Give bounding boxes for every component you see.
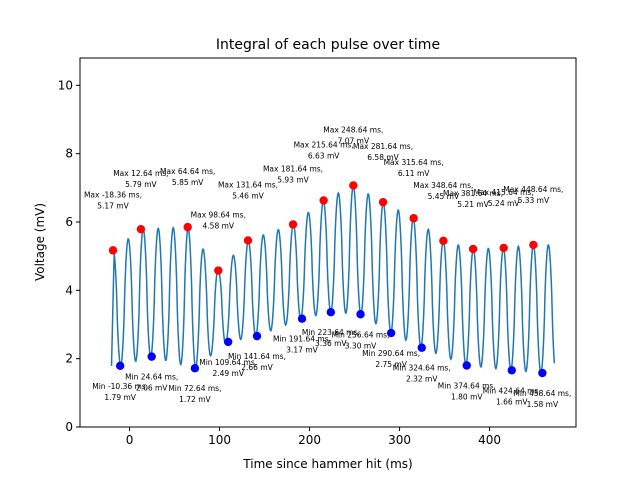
max-markers xyxy=(108,181,538,275)
y-tick-label: 0 xyxy=(65,420,73,434)
max-annotation: Max 348.64 ms, 5.45 mV xyxy=(413,181,473,201)
max-point xyxy=(319,196,328,205)
x-tick-label: 400 xyxy=(478,433,501,447)
max-point xyxy=(529,240,538,250)
max-point xyxy=(243,236,253,245)
max-point xyxy=(378,197,388,207)
min-annotation: Min -10.36 ms, 1.79 mV xyxy=(92,382,148,402)
y-tick-label: 4 xyxy=(65,283,73,297)
axes-frame xyxy=(79,57,577,428)
max-point xyxy=(214,266,223,275)
max-annotation: Max 415.64 ms, 5.24 mV xyxy=(474,188,534,208)
max-annotation: Max 98.64 ms, 4.58 mV xyxy=(191,211,246,231)
y-axis-label: Voltage (mV) xyxy=(33,203,47,281)
min-point xyxy=(386,328,396,338)
max-annotation: Max 315.64 ms, 6.11 mV xyxy=(384,158,444,178)
min-point xyxy=(224,337,233,347)
min-point xyxy=(252,331,262,341)
max-annotation: Max 131.64 ms, 5.46 mV xyxy=(218,180,278,200)
min-annotation: Min 24.64 ms, 2.06 mV xyxy=(125,373,178,393)
y-tick-label: 8 xyxy=(65,147,73,161)
min-annotation: Min 324.64 ms, 2.32 mV xyxy=(393,364,451,384)
min-annotation: Min 223.64 ms, 3.36 mV xyxy=(302,328,360,348)
chart-title: Integral of each pulse over time xyxy=(216,37,440,53)
min-point xyxy=(462,361,471,370)
min-point xyxy=(417,343,426,352)
min-point xyxy=(297,314,307,323)
min-annotation: Min 191.64 ms, 3.17 mV xyxy=(273,335,331,355)
min-annotation: Min 256.64 ms, 3.30 mV xyxy=(332,330,390,350)
max-point xyxy=(349,181,358,190)
min-annotation: Min 458.64 ms, 1.58 mV xyxy=(513,389,571,409)
min-annotation: Min 290.64 ms, 2.75 mV xyxy=(362,349,420,369)
max-point xyxy=(468,244,478,254)
y-tick-label: 6 xyxy=(65,215,73,229)
y-tick-label: 10 xyxy=(58,78,73,92)
x-axis-ticks: 0 100 200 300 400 xyxy=(126,427,501,447)
max-point xyxy=(108,246,118,255)
max-point xyxy=(183,222,192,232)
x-tick-label: 300 xyxy=(388,433,411,447)
y-axis-ticks: 0 2 4 6 8 10 xyxy=(58,78,80,434)
min-markers xyxy=(115,308,547,378)
max-point xyxy=(439,236,448,245)
max-annotation: Max 248.64 ms, 7.07 mV xyxy=(323,125,383,145)
max-annotation: Max 181.64 ms, 5.93 mV xyxy=(263,164,323,184)
signal-line-group xyxy=(110,183,556,375)
max-annotation: Max -18.36 ms, 5.17 mV xyxy=(84,190,142,210)
max-point xyxy=(499,243,508,253)
min-point xyxy=(507,366,516,375)
max-point xyxy=(136,224,146,234)
min-point xyxy=(356,310,365,319)
x-tick-label: 0 xyxy=(126,433,134,447)
min-point xyxy=(326,308,336,317)
max-point xyxy=(409,214,418,223)
x-tick-label: 100 xyxy=(208,433,231,447)
max-annotation: Max 215.64 ms, 6.63 mV xyxy=(294,140,354,160)
min-annotation: Min 424.64 ms, 1.66 mV xyxy=(483,386,541,406)
max-annotation: Max 448.64 ms, 5.33 mV xyxy=(503,185,563,205)
x-tick-label: 200 xyxy=(298,433,321,447)
min-annotation: Min 109.64 ms, 2.49 mV xyxy=(199,358,257,378)
signal-line xyxy=(110,183,556,375)
max-annotation: Max 381.64 ms, 5.21 mV xyxy=(443,189,503,209)
min-point xyxy=(115,361,125,371)
min-annotation: Min 141.64 ms, 2.66 mV xyxy=(228,352,286,372)
max-annotation: Max 281.64 ms, 6.58 mV xyxy=(353,142,413,162)
min-point xyxy=(190,364,200,373)
max-annotation: Max 64.64 ms, 5.85 mV xyxy=(160,167,215,187)
y-tick-label: 2 xyxy=(65,352,73,366)
min-annotation: Min 374.64 ms, 1.80 mV xyxy=(438,382,496,402)
min-point xyxy=(538,368,547,378)
max-annotation: Max 12.64 ms, 5.79 mV xyxy=(113,169,168,189)
min-annotation: Min 72.64 ms, 1.72 mV xyxy=(168,384,221,404)
x-axis-label: Time since hammer hit (ms) xyxy=(242,457,412,471)
max-point xyxy=(288,220,298,229)
min-point xyxy=(147,352,156,361)
